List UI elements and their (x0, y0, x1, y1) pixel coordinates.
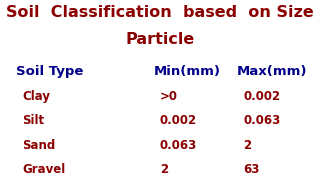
Text: Min(mm): Min(mm) (154, 65, 220, 78)
Text: Silt: Silt (22, 114, 44, 127)
Text: 0.063: 0.063 (243, 114, 280, 127)
Text: 2: 2 (160, 163, 168, 176)
Text: Clay: Clay (22, 90, 51, 103)
Text: 0.063: 0.063 (160, 139, 197, 152)
Text: >0: >0 (160, 90, 178, 103)
Text: Soil Type: Soil Type (16, 65, 84, 78)
Text: Max(mm): Max(mm) (237, 65, 307, 78)
Text: 0.002: 0.002 (243, 90, 280, 103)
Text: 0.002: 0.002 (160, 114, 197, 127)
Text: 2: 2 (243, 139, 251, 152)
Text: Particle: Particle (125, 32, 195, 47)
Text: 63: 63 (243, 163, 260, 176)
Text: Soil  Classification  based  on Size: Soil Classification based on Size (6, 5, 314, 20)
Text: Sand: Sand (22, 139, 56, 152)
Text: Gravel: Gravel (22, 163, 66, 176)
